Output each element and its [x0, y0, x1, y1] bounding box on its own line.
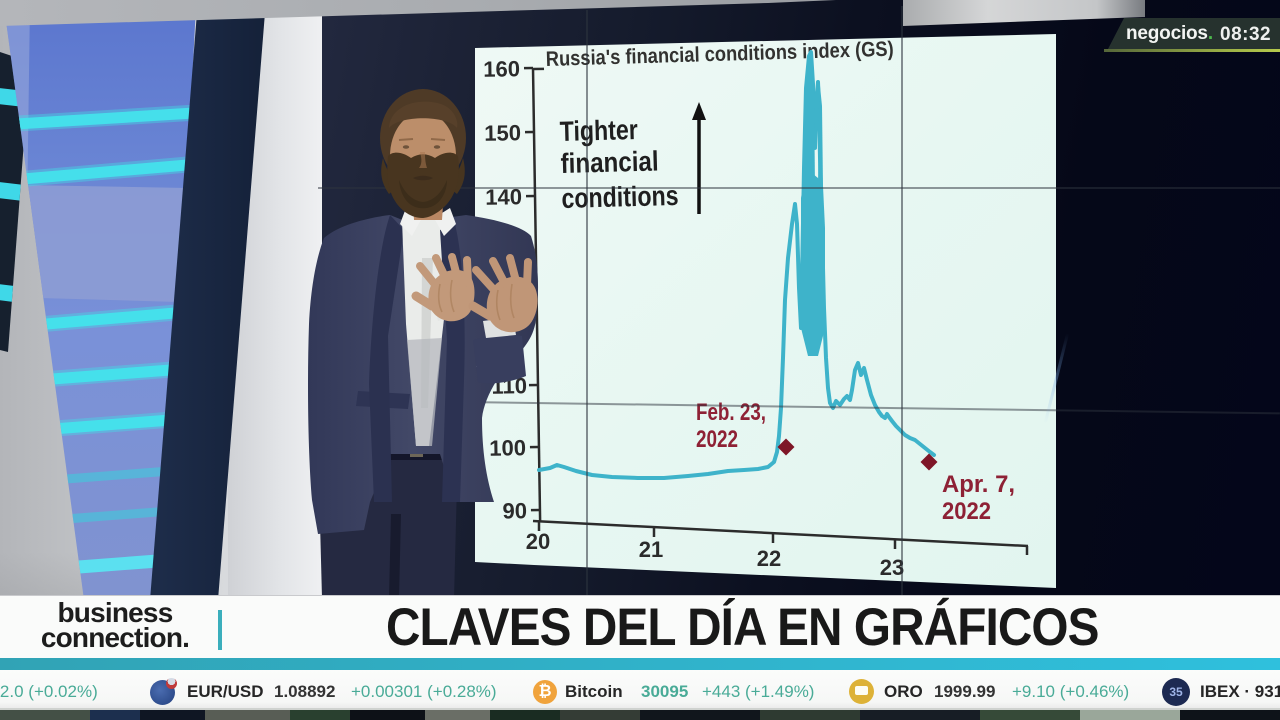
- svg-text:Tighter: Tighter: [559, 114, 638, 147]
- svg-text:160: 160: [483, 56, 520, 82]
- svg-text:150: 150: [484, 120, 521, 146]
- svg-text:90: 90: [502, 498, 527, 523]
- svg-text:100: 100: [489, 435, 526, 461]
- svg-text:Apr. 7,: Apr. 7,: [942, 471, 1015, 498]
- svg-text:22: 22: [757, 546, 781, 571]
- svg-text:23: 23: [880, 555, 904, 580]
- svg-text:conditions: conditions: [561, 180, 679, 214]
- svg-text:2022: 2022: [696, 426, 738, 453]
- svg-text:20: 20: [526, 529, 550, 554]
- svg-text:2022: 2022: [942, 498, 991, 525]
- svg-text:21: 21: [639, 537, 663, 562]
- svg-text:financial: financial: [560, 145, 659, 179]
- svg-text:Feb. 23,: Feb. 23,: [696, 399, 766, 426]
